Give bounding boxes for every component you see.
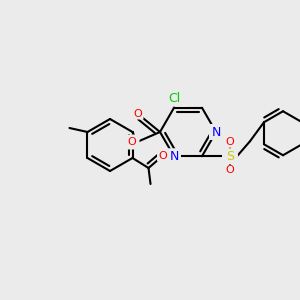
FancyBboxPatch shape	[157, 151, 168, 161]
FancyBboxPatch shape	[124, 134, 140, 149]
Text: S: S	[226, 150, 234, 163]
Text: O: O	[134, 109, 142, 119]
FancyBboxPatch shape	[133, 109, 143, 119]
Text: O: O	[128, 137, 136, 147]
FancyBboxPatch shape	[159, 91, 189, 107]
Text: O: O	[226, 165, 234, 175]
FancyBboxPatch shape	[167, 148, 181, 164]
FancyBboxPatch shape	[209, 124, 223, 140]
Text: Cl: Cl	[168, 92, 180, 105]
FancyBboxPatch shape	[224, 165, 236, 176]
Text: N: N	[211, 125, 221, 139]
Text: O: O	[158, 151, 167, 161]
FancyBboxPatch shape	[222, 148, 238, 164]
Text: O: O	[226, 137, 234, 147]
FancyBboxPatch shape	[224, 137, 236, 148]
Text: N: N	[169, 150, 179, 163]
